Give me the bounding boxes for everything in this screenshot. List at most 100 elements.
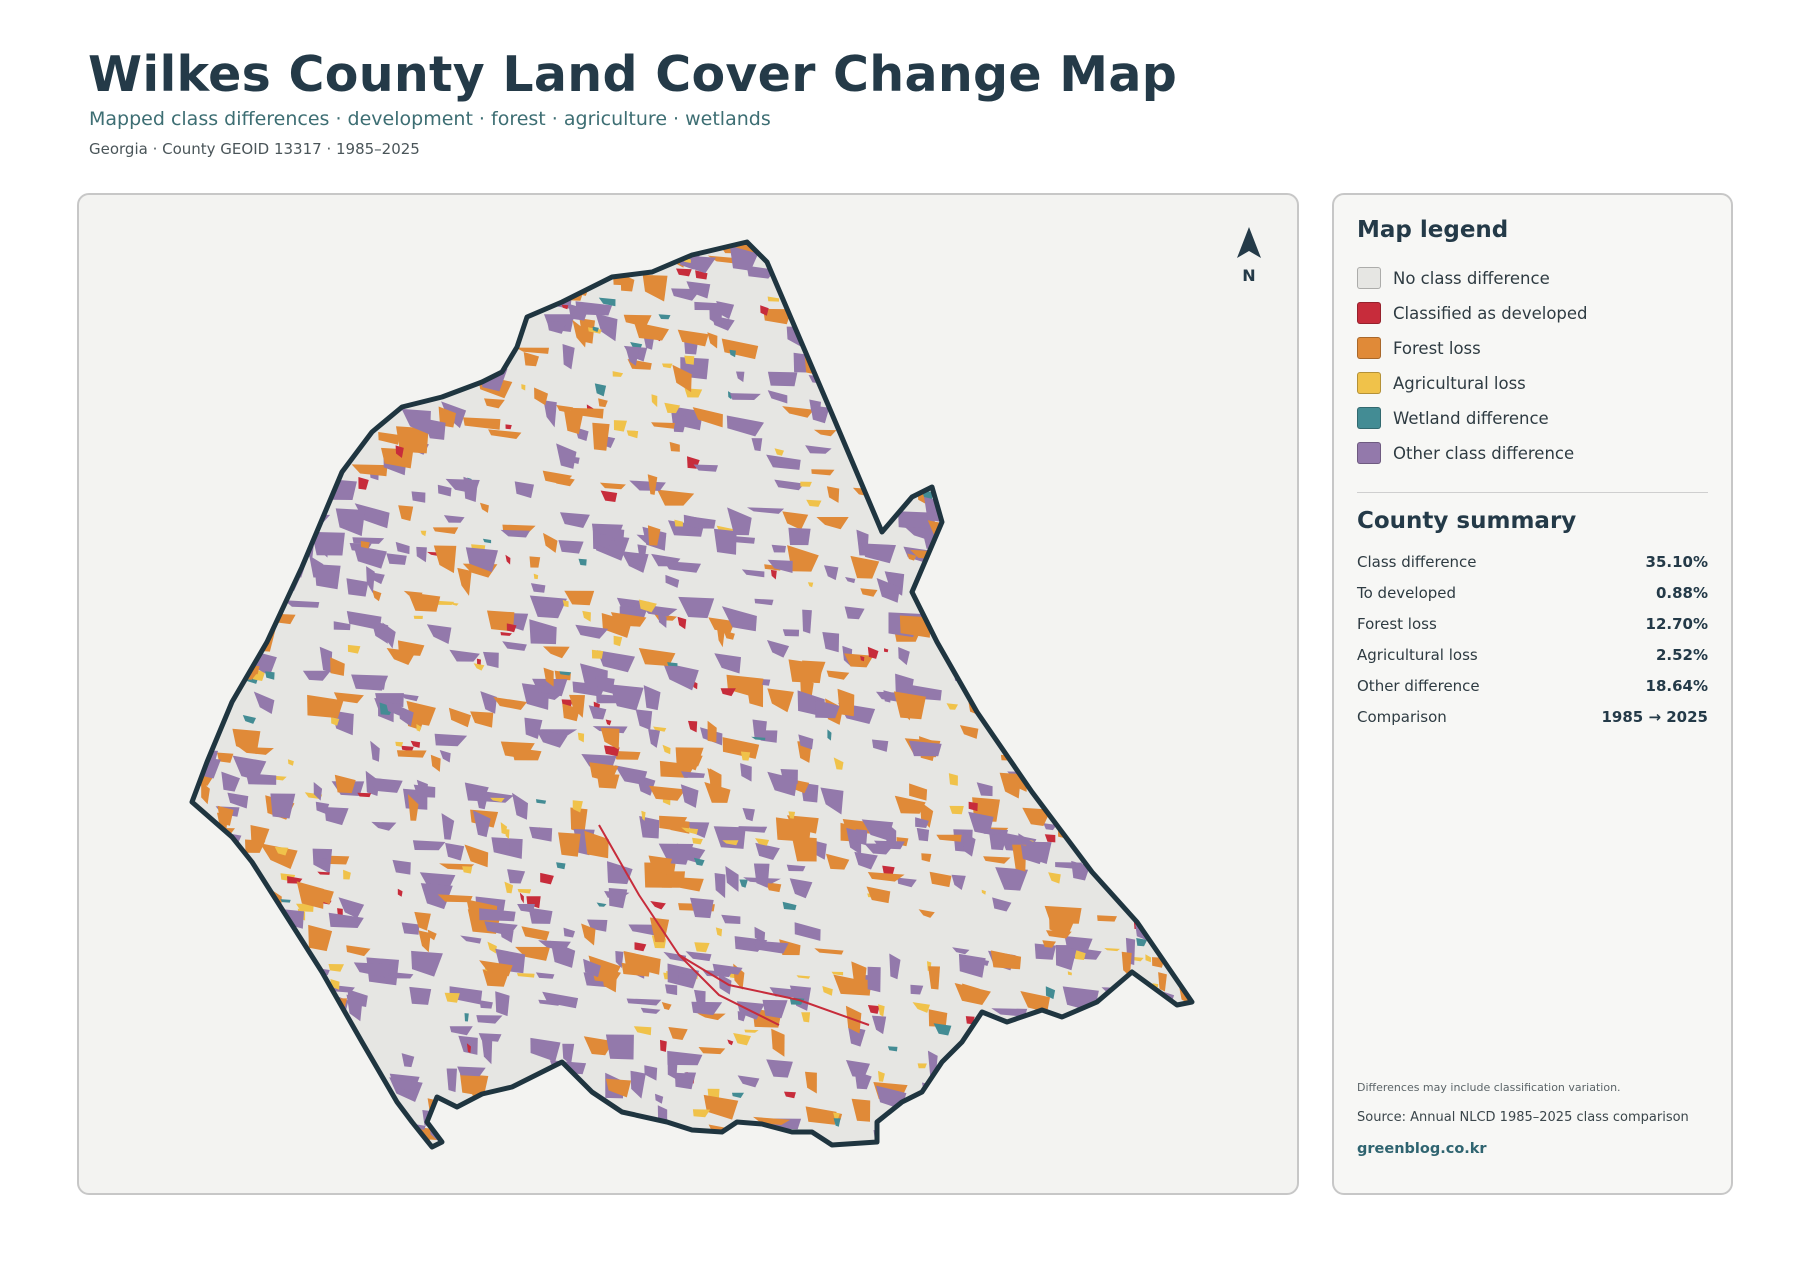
change-patch [398,705,414,727]
change-patch [563,409,584,435]
change-patch [1069,541,1103,565]
change-patch [452,1127,476,1135]
change-patch [608,888,628,909]
change-patch [333,621,351,631]
change-patch [507,1140,531,1147]
change-patch [965,1106,976,1133]
change-patch [1135,645,1151,660]
change-patch [823,226,839,239]
change-patch [629,480,666,491]
change-patch [563,927,575,938]
change-patch [296,881,324,909]
change-patch [844,267,865,292]
change-patch [356,242,384,269]
change-patch [642,223,660,235]
change-patch [570,807,588,834]
county-map[interactable]: N [79,195,1299,1195]
change-patch [1095,369,1112,387]
change-patch [575,624,609,639]
change-patch [169,732,180,758]
change-patch [317,871,330,875]
change-patch [649,917,670,943]
county-fill [192,242,1192,1147]
change-patch [439,750,451,763]
change-patch [800,233,811,240]
change-patch [791,267,823,278]
change-patch [626,998,662,1006]
change-patch [940,321,979,347]
change-patch [946,703,958,710]
change-patch [311,247,347,261]
change-patch [245,242,263,252]
legend-swatch [1357,442,1381,464]
change-patch [201,781,210,805]
change-patch [381,447,414,469]
change-patch [867,966,881,993]
change-patch [528,907,553,924]
change-patch [771,1028,785,1057]
change-patch [254,510,282,537]
change-patch [174,588,182,612]
change-patch [1035,1142,1041,1147]
change-patch [1101,270,1138,289]
change-patch [869,253,895,264]
site-link[interactable]: greenblog.co.kr [1357,1141,1487,1157]
change-patch [956,424,994,435]
change-patch [952,947,970,955]
change-patch [588,705,607,720]
change-patch [664,402,681,414]
change-patch [1152,1125,1176,1144]
map-panel[interactable]: N [77,193,1299,1195]
change-patch [906,327,916,337]
change-patch [481,791,514,803]
change-patch [192,1062,203,1078]
change-patch [245,773,277,785]
change-patch [559,671,572,676]
change-patch [270,1119,302,1138]
change-patch [1007,229,1013,235]
change-patch [1008,1054,1046,1076]
change-patch [926,242,957,264]
change-patch [972,242,1000,249]
change-patch [1058,683,1066,694]
change-patch [486,216,508,222]
change-patch [619,261,656,268]
change-patch [1084,772,1116,783]
change-patch [744,1029,759,1033]
change-patch [434,733,468,747]
change-patch [1134,788,1146,807]
change-patch [259,992,270,1019]
change-patch [701,1141,716,1147]
change-patch [1159,567,1170,581]
change-patch [1094,344,1103,356]
change-patch [1151,660,1165,682]
change-patch [519,1103,526,1109]
change-patch [639,816,660,839]
change-patch [707,767,719,792]
change-patch [493,697,527,710]
change-patch [1181,256,1192,278]
change-patch [697,1013,726,1021]
change-patch [270,793,296,819]
change-patch [1000,403,1030,414]
change-patch [239,944,246,952]
change-patch [1140,422,1154,430]
change-patch [707,720,717,743]
summary-label: Other difference [1357,677,1480,695]
change-patch [212,1071,241,1087]
north-arrow-icon: N [1237,227,1261,285]
change-patch [741,569,765,578]
change-patch [256,469,269,479]
change-patch [404,1120,409,1133]
change-patch [950,398,968,414]
change-patch [265,671,275,680]
change-patch [473,663,485,671]
change-patch [990,563,1002,581]
change-patch [346,611,382,631]
change-patch [597,650,635,673]
change-patch [1093,774,1121,782]
change-patch [352,537,385,544]
change-patch [1083,418,1103,432]
change-patch [1128,681,1143,701]
legend-label: Classified as developed [1393,303,1588,323]
